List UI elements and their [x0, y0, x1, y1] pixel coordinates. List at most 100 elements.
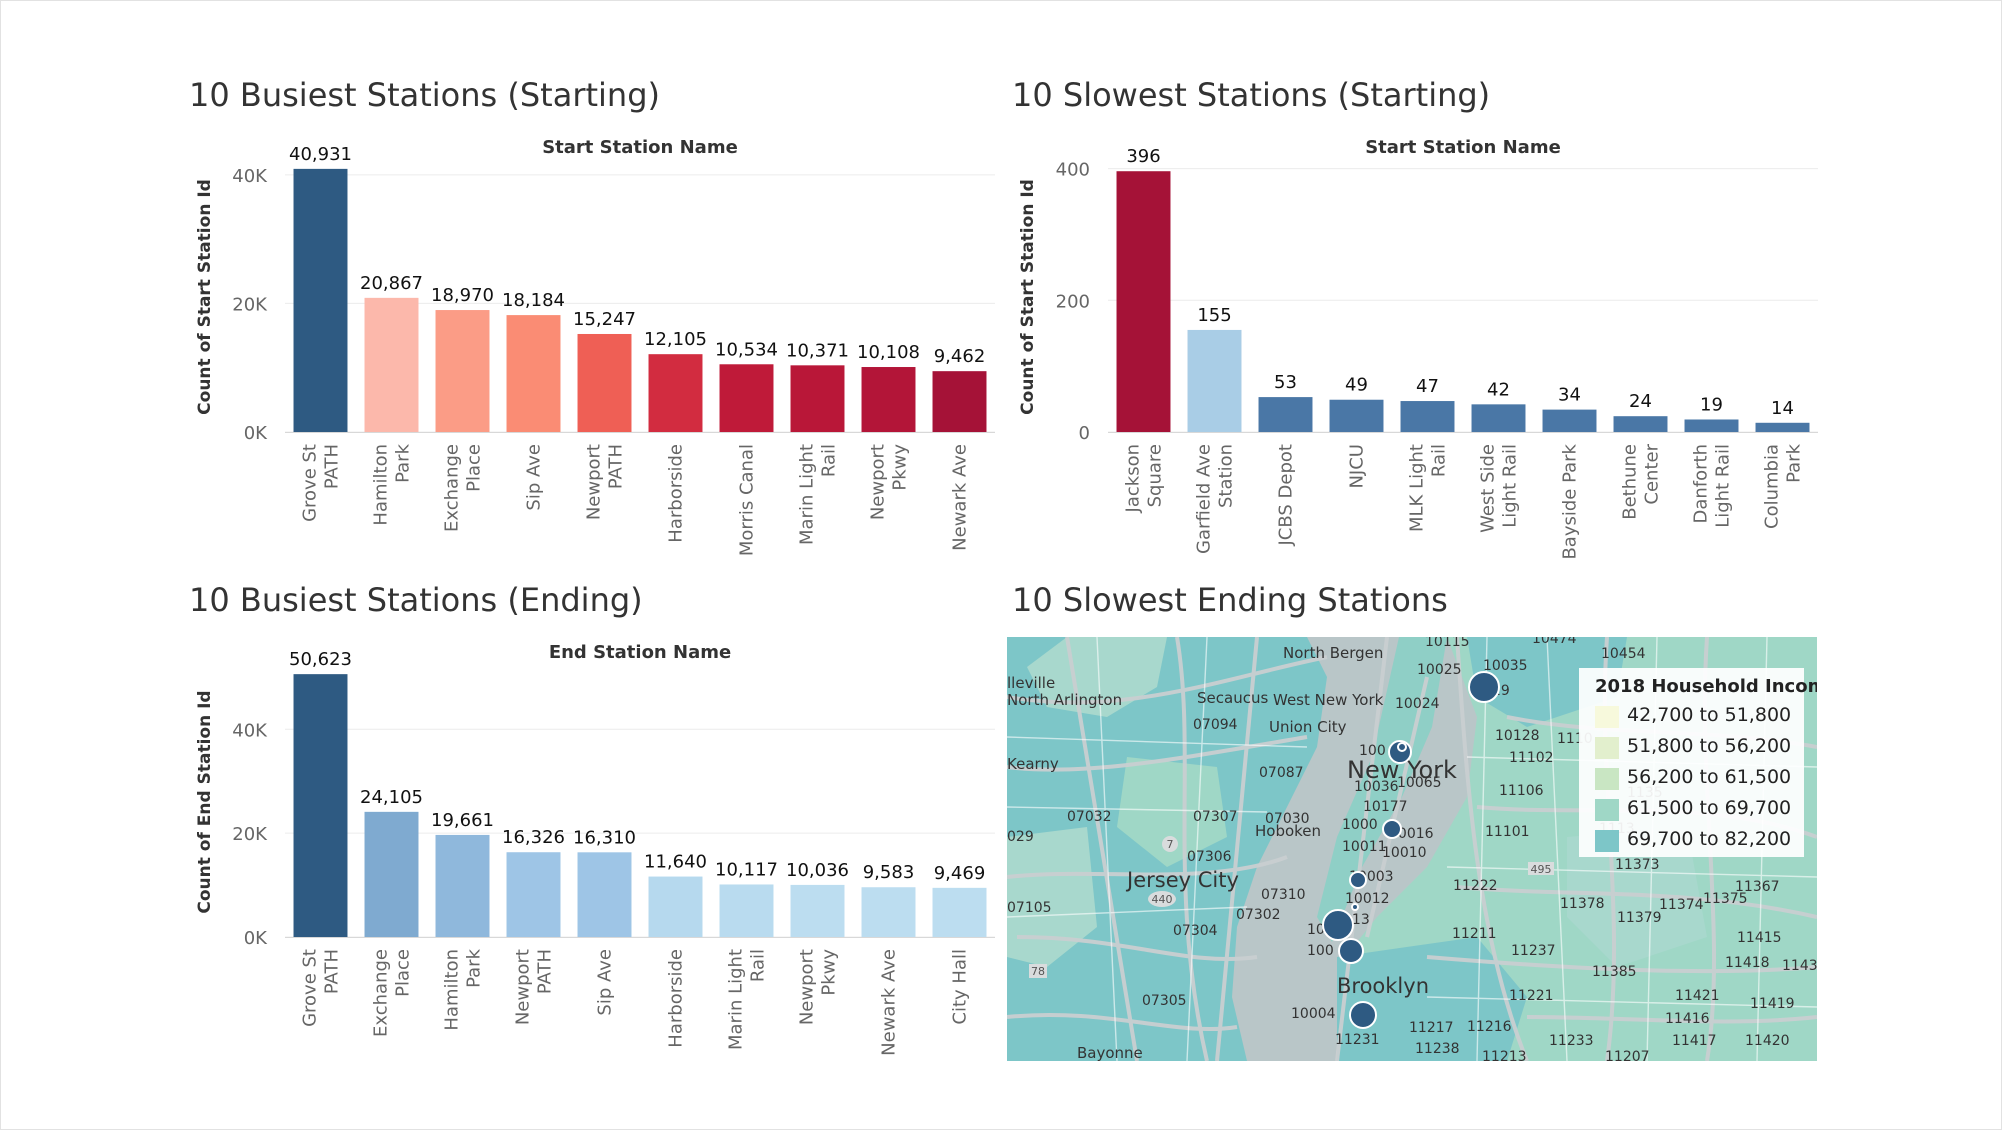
zip-label: 11217: [1409, 1020, 1454, 1036]
bar-2[interactable]: [1187, 329, 1242, 432]
map-label-secaucus: Secaucus: [1197, 689, 1268, 707]
map-panel[interactable]: North Bergen Secaucus West New York Unio…: [1007, 637, 1817, 1061]
station-marker[interactable]: [1349, 1001, 1377, 1029]
station-marker[interactable]: [1338, 938, 1364, 964]
bar-3[interactable]: [435, 310, 490, 432]
map-legend: 2018 Household Incom.. 42,700 to 51,800 …: [1579, 668, 1817, 857]
bar-6[interactable]: [648, 876, 703, 937]
chart-title-slowest-end: 10 Slowest Ending Stations: [1012, 581, 1448, 619]
x-tick-label-line: NJCU: [1347, 444, 1368, 489]
x-tick-label: Newport Pkwy: [868, 444, 911, 521]
bar-10[interactable]: [932, 887, 987, 937]
map-label-north-arlington: North Arlington: [1007, 691, 1122, 709]
station-marker[interactable]: [1351, 903, 1359, 911]
zip-label: 10454: [1601, 646, 1646, 662]
data-label: 12,105: [644, 329, 707, 350]
bar-5[interactable]: [577, 333, 632, 432]
bar-1[interactable]: [1116, 171, 1171, 432]
x-tick-label: Sip Ave: [524, 444, 545, 511]
bar-7[interactable]: [719, 364, 774, 432]
zip-label: 10128: [1495, 728, 1540, 744]
bar-3[interactable]: [1258, 397, 1313, 432]
zip-label: 11367: [1735, 879, 1780, 895]
x-tick-label-line: City Hall: [950, 949, 971, 1025]
data-label: 9,462: [934, 346, 986, 367]
bar-4[interactable]: [1329, 399, 1384, 432]
data-label: 49: [1345, 375, 1368, 396]
zip-label: 07307: [1193, 809, 1238, 825]
legend-title: 2018 Household Incom..: [1595, 676, 1817, 697]
zip-label: 11379: [1617, 910, 1662, 926]
bar-5[interactable]: [1400, 401, 1455, 432]
zip-label: 07306: [1187, 849, 1232, 865]
bar-2[interactable]: [364, 811, 419, 937]
zip-label: 11216: [1467, 1019, 1512, 1035]
bar-4[interactable]: [506, 852, 561, 937]
zip-label: 10004: [1291, 1006, 1336, 1022]
bar-9[interactable]: [861, 367, 916, 432]
bar-8[interactable]: [1613, 416, 1668, 432]
zip-label: 11374: [1659, 897, 1704, 913]
zip-label: 11101: [1485, 824, 1530, 840]
x-tick-label-line: Light Rail: [1500, 444, 1521, 528]
bar-6[interactable]: [648, 354, 703, 432]
x-tick-label-line: Sip Ave: [524, 444, 545, 511]
zip-label: 10024: [1395, 696, 1440, 712]
x-tick-label-line: Garfield Ave: [1194, 444, 1215, 554]
bar-8[interactable]: [790, 365, 845, 432]
bar-7[interactable]: [719, 884, 774, 937]
x-tick-label-line: Morris Canal: [737, 444, 758, 556]
y-tick-label: 40K: [232, 166, 268, 187]
y-axis-title: Count of Start Station Id: [1018, 179, 1038, 415]
zip-label: 11102: [1509, 750, 1554, 766]
x-tick-label-line: Jackson: [1123, 444, 1144, 513]
x-tick-label: Bayside Park: [1560, 443, 1581, 559]
bar-5[interactable]: [577, 852, 632, 937]
zip-label: 10035: [1483, 658, 1528, 674]
bar-1[interactable]: [293, 674, 348, 937]
data-label: 24,105: [360, 787, 423, 808]
bar-6[interactable]: [1471, 404, 1526, 432]
legend-swatch: [1595, 768, 1619, 790]
legend-swatch: [1595, 830, 1619, 852]
zip-label: 11213: [1482, 1049, 1527, 1061]
bar-9[interactable]: [861, 887, 916, 937]
chart-title-busiest-start: 10 Busiest Stations (Starting): [189, 76, 660, 114]
data-label: 11,640: [644, 852, 707, 873]
bar-10[interactable]: [932, 371, 987, 432]
station-marker[interactable]: [1468, 671, 1500, 703]
bar-4[interactable]: [506, 315, 561, 432]
zip-label: 11106: [1499, 783, 1544, 799]
bar-3[interactable]: [435, 834, 490, 937]
bar-10[interactable]: [1755, 422, 1810, 432]
x-tick-label-line: Harborside: [666, 444, 687, 543]
bar-9[interactable]: [1684, 419, 1739, 432]
bar-2[interactable]: [364, 297, 419, 432]
y-tick-label: 0K: [244, 423, 268, 444]
zip-label: 07032: [1067, 809, 1112, 825]
bar-1[interactable]: [293, 168, 348, 433]
zip-label: 11238: [1415, 1041, 1460, 1057]
station-marker[interactable]: [1397, 742, 1407, 752]
x-axis-title: End Station Name: [549, 642, 731, 663]
x-tick-label: City Hall: [950, 949, 971, 1025]
zip-label: 11419: [1750, 996, 1795, 1012]
bar-7[interactable]: [1542, 409, 1597, 432]
data-label: 47: [1416, 376, 1439, 397]
station-marker[interactable]: [1382, 819, 1402, 839]
data-label: 10,534: [715, 339, 778, 360]
zip-label: 11418: [1725, 955, 1770, 971]
station-marker[interactable]: [1349, 871, 1367, 889]
zip-label: 11375: [1703, 891, 1748, 907]
x-tick-label: JCBS Depot: [1276, 444, 1297, 547]
x-tick-label-line: Center: [1642, 443, 1663, 504]
x-tick-label: Marin Light Rail: [726, 949, 769, 1050]
bar-8[interactable]: [790, 884, 845, 937]
map-canvas[interactable]: North Bergen Secaucus West New York Unio…: [1007, 637, 1817, 1061]
data-label: 50,623: [289, 649, 352, 670]
x-tick-label-line: Station: [1216, 444, 1237, 508]
map-label-west-new-york: West New York: [1273, 691, 1384, 709]
x-tick-label-line: Park: [393, 443, 414, 482]
station-marker[interactable]: [1322, 909, 1354, 941]
zip-label: 100: [1307, 943, 1334, 959]
